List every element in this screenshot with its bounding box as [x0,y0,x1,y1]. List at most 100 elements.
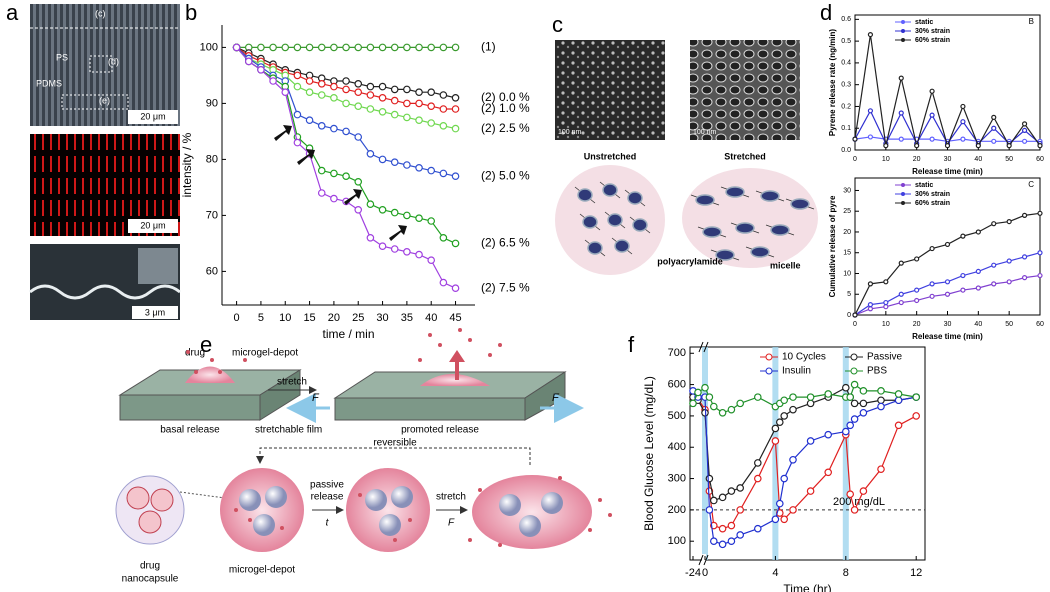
legend-label: PBS [867,366,887,377]
data-point [898,291,904,297]
micelle [735,222,755,234]
y-tick-label: 80 [206,153,218,165]
data-point [415,250,423,259]
drug-dot [186,350,190,354]
data-point [859,487,868,495]
y-axis-label: Cumulative release of pyre [828,195,837,297]
legend-label: static [915,19,933,26]
micelle [627,191,643,205]
legend-label: 30% strain [915,191,950,198]
micelle [587,241,603,255]
series-label: (2) 0.0 % [481,90,530,104]
panel-c: 100 nm 100 nm Unstretched Stretched poly… [555,40,818,275]
y-tick-label: 0 [847,312,851,319]
drug-dot [468,338,472,342]
pointer-arrow [274,125,292,141]
legend-label: static [915,182,933,189]
data-point [354,178,363,186]
panel-label: e [200,332,212,357]
data-point [451,105,460,113]
data-point [378,242,387,251]
data-point [883,143,889,149]
data-point [727,405,736,414]
micrograph [690,40,800,140]
data-point [753,393,762,401]
data-point [877,465,885,473]
data-point [317,43,326,52]
data-point [293,138,302,147]
data-point [841,427,850,436]
data-point [944,241,951,248]
micelle [582,215,598,229]
data-point [914,297,920,304]
annotation: stretch [436,492,466,503]
data-point [232,43,241,52]
data-point [317,166,326,175]
data-point [390,85,399,94]
x-tick-label: 10 [882,156,890,163]
data-point [898,136,904,142]
capsule [265,486,287,508]
data-point [317,80,326,88]
data-point [330,194,338,203]
y-tick-label: 400 [668,441,686,453]
data-point [975,268,981,275]
data-point [701,383,709,392]
data-point [257,43,265,52]
data-point [1006,218,1012,225]
annotation: F [312,392,320,404]
data-point [991,125,997,131]
region-label: (d) [108,56,119,66]
nanocapsule [115,475,185,545]
y-tick-label: 5 [847,291,851,298]
data-point [914,143,920,149]
micelle [715,249,735,261]
capsule [379,514,401,536]
data-point [330,169,338,178]
gel-network [682,168,818,268]
x-tick-label: 35 [401,312,413,324]
data-point [427,166,436,175]
drug-dot [438,343,442,347]
data-point [1037,210,1043,216]
data-point [439,91,448,99]
legend-marker [901,29,905,33]
region-label: (c) [95,8,106,18]
drug-dots [186,328,612,547]
data-point [867,31,874,38]
data-point [415,214,423,223]
data-point [898,299,904,306]
region-label: (e) [99,95,110,105]
depot [346,468,430,552]
x-tick-label: 45 [449,312,461,324]
data-point [883,299,889,306]
material-label: PDMS [36,78,62,88]
data-point [736,506,745,514]
data-point [718,493,727,502]
data-point [753,524,762,533]
data-point [960,103,966,110]
caption: Stretched [724,151,766,161]
data-point [780,396,789,405]
data-point [753,459,762,467]
data-point [281,88,290,97]
data-point [867,302,874,308]
data-point [850,380,859,389]
series-label: (2) 1.0 % [481,101,530,115]
x-tick-label: 10 [279,312,291,324]
drug-dot [488,353,492,357]
data-point [1021,275,1028,281]
data-point [378,206,387,214]
data-point [403,113,411,122]
material-label: PS [56,52,68,62]
drug-dot [478,488,482,492]
data-point [727,537,736,546]
data-point [293,71,302,80]
capsule [239,489,261,511]
x-tick-label: 20 [328,312,340,324]
region-box [89,55,113,73]
highlight-band [702,347,708,560]
capsule [126,486,150,510]
x-axis-label: time / min [322,327,374,341]
scale-label: 100 nm [693,129,717,136]
